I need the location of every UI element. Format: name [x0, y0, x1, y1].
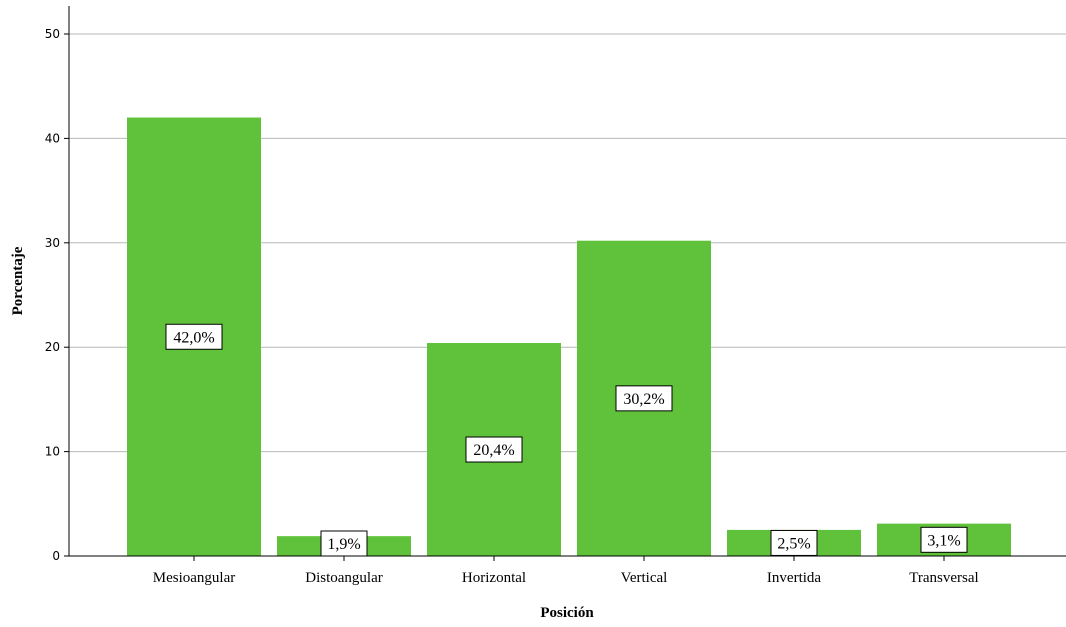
data-label-box — [165, 323, 223, 350]
x-tick-label: Horizontal — [462, 570, 526, 586]
x-tick-label: Invertida — [767, 570, 821, 586]
data-label-box — [770, 529, 818, 556]
data-label-box — [615, 385, 673, 412]
x-tick-label: Vertical — [621, 570, 668, 586]
data-label: 3,1% — [920, 526, 968, 553]
bars-group — [127, 117, 1011, 557]
data-label: 20,4% — [465, 436, 523, 463]
y-tick-labels: 0 10 20 30 40 50 — [45, 27, 69, 563]
data-label-box — [465, 436, 523, 463]
y-tick-label: 40 — [45, 131, 60, 145]
x-tick-label: Distoangular — [305, 570, 382, 586]
y-tick-label: 20 — [45, 340, 60, 354]
data-label-text: 42,0% — [173, 329, 214, 346]
x-axis-title: Posición — [540, 605, 594, 621]
y-tick-label: 0 — [52, 549, 60, 563]
data-label-box — [920, 526, 968, 553]
data-label: 30,2% — [615, 385, 673, 412]
y-tick-label: 30 — [45, 236, 60, 250]
data-label-text: 2,5% — [777, 535, 810, 552]
x-tick-label: Mesioangular — [153, 570, 235, 586]
x-tick-labels: Mesioangular Distoangular Horizontal Vertic… — [153, 556, 979, 586]
data-label: 1,9% — [320, 530, 368, 557]
data-label: 42,0% — [165, 323, 223, 350]
data-label-text: 20,4% — [473, 442, 514, 459]
y-tick-label: 50 — [45, 27, 60, 41]
data-label-text: 3,1% — [927, 532, 960, 549]
data-labels-group: 42,0% 1,9% 20,4% 30,2% 2,5% 3,1% — [165, 323, 968, 557]
data-label: 2,5% — [770, 529, 818, 556]
y-axis-title: Porcentaje — [10, 246, 26, 315]
data-label-text: 30,2% — [623, 391, 664, 408]
y-tick-label: 10 — [45, 445, 60, 459]
x-tick-label: Transversal — [909, 570, 978, 586]
data-label-text: 1,9% — [327, 536, 360, 553]
